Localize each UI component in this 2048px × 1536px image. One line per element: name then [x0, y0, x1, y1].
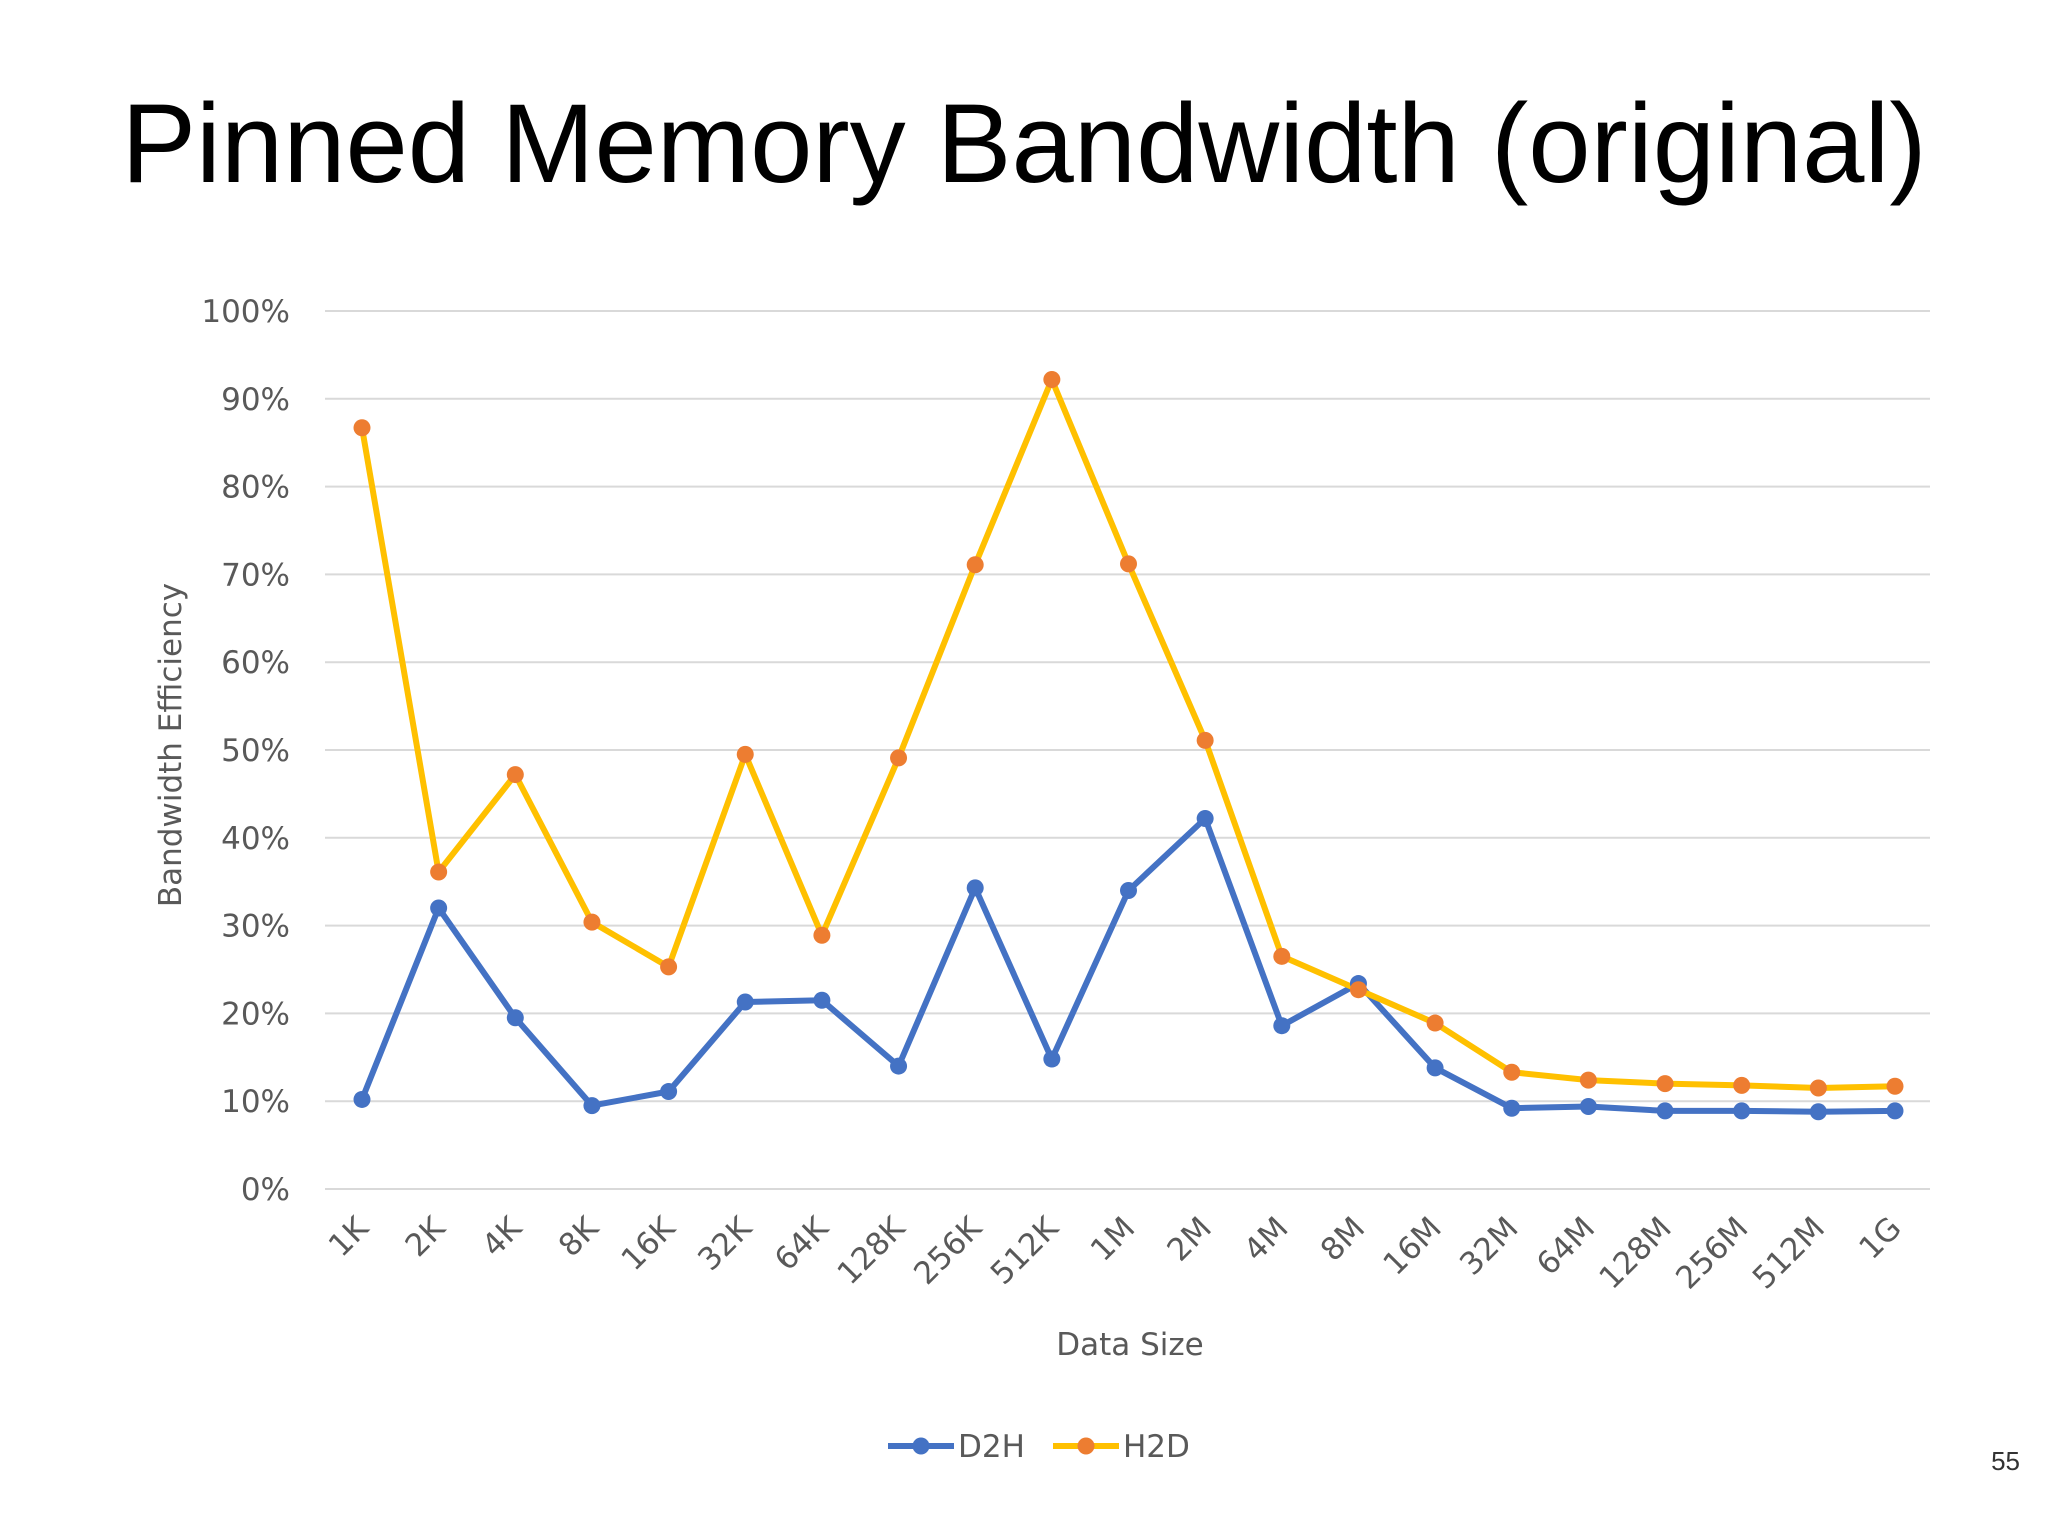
series-points [353, 370, 1904, 1121]
x-tick-label: 512K [984, 1210, 1066, 1292]
x-tick-label: 8M [1314, 1210, 1372, 1268]
y-tick-label: 60% [221, 645, 290, 681]
data-point-d2h [1886, 1102, 1904, 1120]
page-number: 55 [1991, 1446, 2020, 1476]
data-point-d2h [736, 993, 754, 1011]
chart-legend: D2H H2D [888, 1429, 1190, 1465]
data-point-h2d [1120, 555, 1137, 573]
data-point-h2d [966, 556, 984, 574]
legend-marker-d2h [912, 1437, 930, 1455]
y-tick-label: 100% [201, 294, 290, 330]
data-point-d2h [1273, 1017, 1291, 1035]
data-point-h2d [890, 749, 908, 767]
x-tick-label: 4M [1237, 1210, 1295, 1268]
legend-label-d2h: D2H [958, 1429, 1025, 1465]
y-tick-label: 20% [221, 996, 290, 1032]
y-axis-tick-labels: 0% 10% 20% 30% 40% 50% 60% 70% 80% 90% 100% [201, 294, 290, 1208]
x-tick-label: 1G [1852, 1210, 1908, 1266]
data-point-h2d [1043, 370, 1061, 388]
data-point-d2h [890, 1057, 908, 1075]
data-point-d2h [813, 991, 831, 1009]
legend-label-h2d: H2D [1123, 1429, 1190, 1465]
data-point-h2d [1196, 731, 1214, 749]
y-tick-label: 40% [221, 821, 290, 857]
data-point-h2d [1733, 1076, 1751, 1094]
x-tick-label: 8K [552, 1210, 606, 1264]
x-tick-label: 256M [1669, 1210, 1755, 1296]
data-point-h2d [1503, 1063, 1521, 1081]
series-line-d2h [359, 815, 1898, 1115]
data-point-d2h [1120, 881, 1137, 899]
data-point-h2d [1273, 947, 1291, 965]
x-tick-label: 128K [831, 1210, 913, 1292]
x-tick-label: 4K [475, 1210, 529, 1264]
data-point-h2d [506, 766, 524, 784]
data-point-d2h [430, 899, 448, 917]
data-point-d2h [506, 1009, 524, 1027]
x-tick-label: 16M [1376, 1210, 1448, 1282]
x-tick-label: 512M [1746, 1210, 1832, 1296]
data-point-h2d [813, 926, 831, 944]
data-point-h2d [1426, 1014, 1444, 1032]
data-point-d2h [1196, 809, 1214, 827]
legend-marker-h2d [1077, 1437, 1095, 1455]
y-axis-label: Bandwidth Efficiency [153, 583, 189, 907]
data-point-h2d [1579, 1071, 1597, 1089]
data-point-d2h [1043, 1050, 1061, 1068]
data-point-h2d [1809, 1079, 1827, 1097]
data-point-h2d [1349, 981, 1367, 999]
y-tick-label: 90% [221, 382, 290, 418]
data-point-d2h [1656, 1102, 1674, 1120]
y-tick-label: 0% [241, 1172, 290, 1208]
x-tick-label: 64M [1530, 1210, 1602, 1282]
chart-gridlines [325, 310, 1930, 1190]
data-point-h2d [430, 863, 448, 881]
data-point-d2h [1426, 1059, 1444, 1077]
y-tick-label: 80% [221, 470, 290, 506]
data-point-d2h [583, 1097, 601, 1115]
y-tick-label: 10% [221, 1084, 290, 1120]
x-tick-label: 32K [691, 1210, 759, 1278]
x-tick-label: 1K [322, 1210, 376, 1264]
y-tick-label: 50% [221, 733, 290, 769]
data-point-d2h [1579, 1097, 1597, 1115]
slide-title: Pinned Memory Bandwidth (original) [121, 81, 1927, 206]
data-point-d2h [353, 1090, 371, 1108]
x-tick-label: 2K [399, 1210, 453, 1264]
data-point-d2h [1503, 1099, 1521, 1117]
data-point-h2d [736, 745, 754, 763]
x-tick-label: 128M [1592, 1210, 1678, 1296]
x-tick-label: 1M [1084, 1210, 1142, 1268]
data-point-h2d [1886, 1077, 1904, 1095]
x-tick-label: 256K [907, 1210, 989, 1292]
y-tick-label: 30% [221, 909, 290, 945]
data-point-d2h [1809, 1103, 1827, 1121]
x-axis-label: Data Size [1056, 1327, 1204, 1363]
x-tick-label: 64K [768, 1210, 836, 1278]
data-point-d2h [1733, 1102, 1751, 1120]
y-tick-label: 70% [221, 557, 290, 593]
data-point-d2h [966, 879, 984, 897]
data-point-h2d [660, 958, 678, 976]
x-tick-label: 2M [1160, 1210, 1218, 1268]
data-point-h2d [353, 419, 371, 437]
data-point-h2d [1656, 1075, 1674, 1093]
data-point-h2d [583, 913, 601, 931]
x-tick-label: 32M [1453, 1210, 1525, 1282]
x-tick-label: 16K [615, 1210, 683, 1278]
data-point-d2h [660, 1083, 678, 1101]
series-lines [359, 376, 1898, 1115]
